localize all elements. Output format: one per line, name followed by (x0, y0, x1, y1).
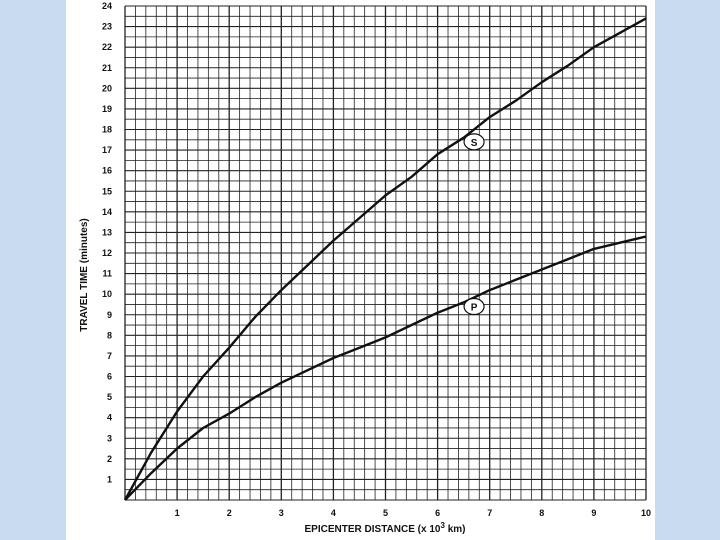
y-tick-label: 22 (102, 42, 112, 52)
x-tick-label: 3 (279, 508, 284, 518)
y-tick-label: 8 (107, 330, 112, 340)
x-tick-label: 10 (641, 508, 651, 518)
curve-label-badge (463, 297, 485, 316)
x-tick-label: 6 (435, 508, 440, 518)
y-tick-label: 4 (107, 413, 112, 423)
x-tick-label: 4 (331, 508, 336, 518)
y-tick-label: 23 (102, 22, 112, 32)
y-tick-label: 24 (102, 1, 112, 11)
y-tick-label: 21 (102, 63, 112, 73)
y-tick-label: 6 (107, 372, 112, 382)
y-tick-label: 9 (107, 310, 112, 320)
x-tick-label: 9 (591, 508, 596, 518)
y-axis-title: TRAVEL TIME (minutes) (79, 218, 90, 332)
x-tick-label: 7 (487, 508, 492, 518)
x-tick-label: 2 (227, 508, 232, 518)
x-axis-title-unit: km) (445, 524, 466, 535)
y-tick-label: 13 (102, 227, 112, 237)
y-tick-label: 5 (107, 392, 112, 402)
series-line-p (124, 235, 647, 501)
x-axis-title-exponent: 3 (440, 521, 445, 530)
x-tick-label: 1 (175, 508, 180, 518)
y-tick-label: 14 (102, 207, 112, 217)
curve-labels: SP (463, 133, 485, 316)
y-tick-label: 15 (102, 186, 112, 196)
y-tick-label: 1 (107, 474, 112, 484)
curve-label-s: S (471, 138, 478, 149)
chart-frame (66, 0, 655, 540)
grid (124, 5, 647, 501)
y-tick-label: 20 (102, 83, 112, 93)
y-tick-label: 2 (107, 454, 112, 464)
y-tick-label: 19 (102, 104, 112, 114)
x-axis-title: EPICENTER DISTANCE (x 103 km) (305, 521, 466, 535)
curve-label-p: P (471, 303, 478, 314)
series-lines (123, 17, 647, 501)
y-tick-label: 7 (107, 351, 112, 361)
y-tick-label: 18 (102, 125, 112, 135)
curve-label-badge (463, 133, 485, 151)
y-tick-label: 12 (102, 248, 112, 258)
y-tick-label: 17 (102, 145, 112, 155)
y-tick-label: 10 (102, 289, 112, 299)
x-tick-label: 8 (539, 508, 544, 518)
x-tick-label: 5 (383, 508, 388, 518)
x-axis-title-text: EPICENTER DISTANCE (x 10 (305, 524, 441, 535)
y-tick-label: 16 (102, 166, 112, 176)
series-line-s (123, 17, 647, 501)
y-tick-label: 3 (107, 433, 112, 443)
y-tick-label: 11 (102, 269, 112, 279)
tick-labels: 1234567891011121314151617181920212223241… (102, 1, 651, 518)
